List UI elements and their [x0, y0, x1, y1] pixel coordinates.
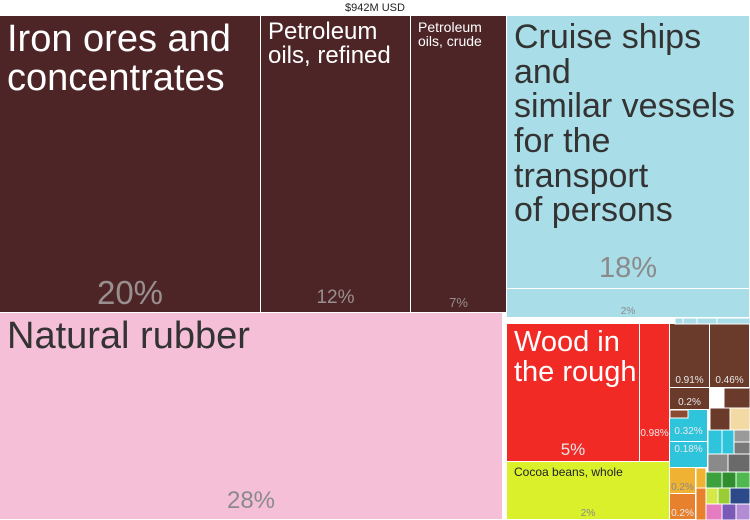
- tile-label: Petroleum oils, crude: [418, 19, 482, 50]
- tile-percentage: 0.2%: [678, 397, 701, 408]
- tile-percentage: 12%: [316, 287, 355, 308]
- tile-percentage: 0.98%: [640, 428, 669, 439]
- tile-percentage: 2%: [580, 508, 596, 519]
- treemap-tile: Petroleum oils, refined 12%: [261, 16, 411, 313]
- treemap-tile: Cruise ships and similar vessels for the…: [507, 16, 750, 289]
- tile-percentage: 2%: [620, 306, 636, 317]
- treemap-tile: Iron ores and concentrates 20%: [0, 16, 261, 313]
- tile-percentage: 5%: [560, 440, 586, 459]
- tile-percentage: 0.46%: [715, 375, 744, 386]
- total-value-label: $942M USD: [345, 2, 405, 14]
- treemap-tile: Petroleum oils, crude 7%: [411, 16, 507, 313]
- tile-percentage: 0.32%: [674, 426, 703, 437]
- treemap-tile: Wood in the rough 5%: [507, 324, 640, 462]
- tile-percentage: 0.2%: [671, 508, 694, 519]
- tile-label: Iron ores and concentrates: [7, 18, 231, 99]
- treemap-tile: Cocoa beans, whole 2%: [507, 462, 670, 520]
- treemap-tile: 0.2%: [670, 468, 696, 494]
- treemap-tile: 0.46%: [710, 324, 750, 388]
- treemap-tile: Natural rubber 28%: [0, 313, 503, 520]
- treemap-tile: 0.91%: [670, 324, 710, 388]
- treemap-tile: 0.2%: [670, 494, 696, 520]
- tile-percentage: 0.2%: [671, 482, 694, 493]
- tile-percentage: 0.18%: [674, 444, 703, 455]
- tile-percentage: 0.91%: [675, 375, 704, 386]
- tile-percentage: 20%: [96, 274, 164, 311]
- treemap-tile: 0.32%: [670, 410, 708, 442]
- tile-percentage: 28%: [226, 487, 276, 514]
- treemap-tile: 2%: [507, 289, 750, 318]
- tile-label: Petroleum oils, refined: [268, 18, 391, 70]
- treemap-tile: 0.98%: [640, 324, 670, 462]
- tile-percentage: 7%: [449, 295, 468, 310]
- tile-label: Natural rubber: [7, 315, 250, 357]
- tile-label: Wood in the rough: [514, 326, 637, 388]
- tile-label: Cruise ships and similar vessels for the…: [514, 18, 736, 230]
- treemap-tile: 0.2%: [670, 388, 710, 410]
- tile-label: Cocoa beans, whole: [514, 465, 623, 479]
- tile-percentage: 18%: [598, 252, 658, 284]
- treemap-tile: 0.18%: [670, 442, 708, 468]
